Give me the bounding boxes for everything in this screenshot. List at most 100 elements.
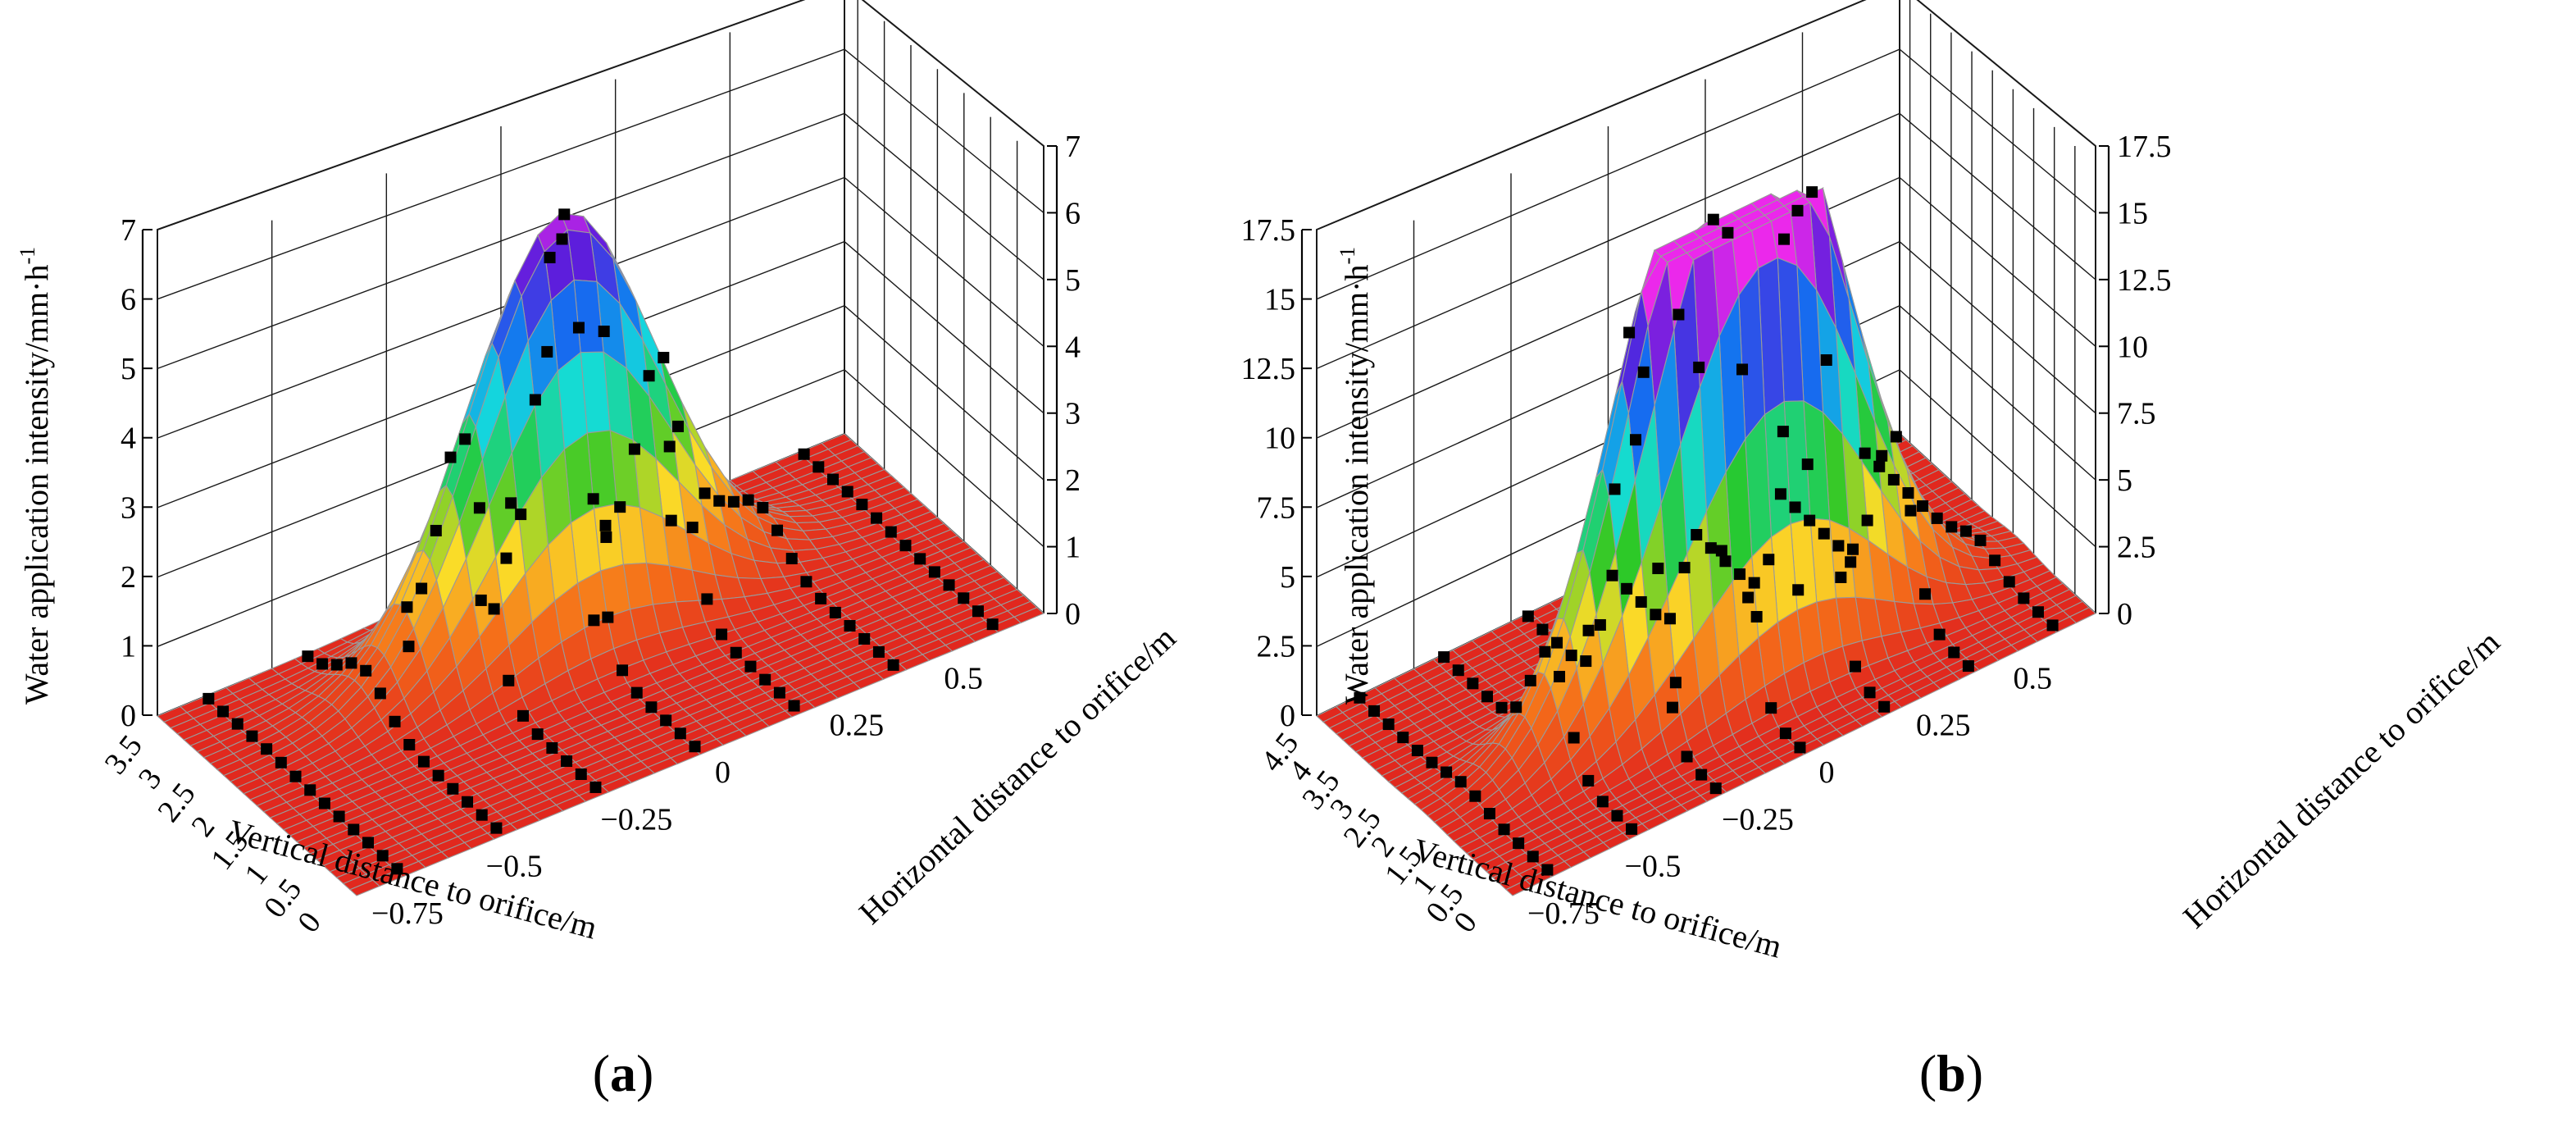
grid-point-marker [1878, 700, 1891, 713]
grid-point-marker [1454, 776, 1467, 788]
measured-point-marker [1630, 434, 1642, 446]
grid-point-marker [827, 473, 840, 486]
grid-point-marker [1750, 610, 1763, 623]
grid-point-marker [2046, 619, 2059, 632]
z-tick-label-left: 7 [121, 213, 136, 248]
grid-point-marker [1621, 582, 1633, 595]
grid-point-marker [645, 701, 658, 714]
grid-point-marker [1791, 204, 1804, 217]
grid-point-marker [1510, 701, 1522, 714]
grid-point-marker [1580, 655, 1592, 668]
grid-point-marker [800, 576, 812, 588]
z-tick-label-left: 5 [121, 352, 136, 386]
grid-point-marker [672, 420, 685, 432]
grid-point-marker [972, 605, 984, 618]
z-tick-label-left: 1 [121, 629, 136, 664]
measured-point-marker [665, 514, 677, 527]
grid-point-marker [686, 522, 699, 534]
grid-point-marker [1919, 588, 1932, 600]
grid-point-marker [1876, 449, 1888, 462]
measured-point-marker [541, 345, 553, 358]
grid-point-marker [1931, 512, 1943, 524]
grid-point-marker [689, 741, 701, 753]
grid-point-marker [1596, 796, 1609, 808]
grid-point-marker [1637, 366, 1650, 378]
grid-point-marker [333, 810, 345, 823]
grid-point-marker [614, 501, 626, 513]
grid-point-marker [376, 850, 389, 862]
x-tick-label: 0.25 [1916, 709, 1971, 743]
grid-point-marker [587, 493, 599, 505]
grid-point-marker [1763, 554, 1775, 566]
grid-point-marker [1524, 674, 1536, 686]
x-tick-label: 0 [715, 755, 730, 790]
grid-point-marker [416, 582, 428, 595]
grid-point-marker [529, 394, 541, 406]
grid-point-marker [1411, 745, 1423, 757]
grid-point-marker [798, 448, 810, 460]
z-tick-label-right: 0 [1065, 597, 1081, 632]
grid-point-marker [1481, 691, 1493, 703]
grid-point-marker [757, 502, 769, 514]
measured-point-marker [1792, 584, 1805, 596]
grid-point-marker [1678, 562, 1691, 574]
grid-point-marker [1933, 628, 1946, 641]
grid-point-marker [785, 553, 798, 565]
grid-point-marker [1948, 646, 1960, 659]
grid-point-marker [1354, 691, 1366, 704]
measured-point-marker [1715, 545, 1727, 557]
grid-point-marker [885, 526, 897, 538]
grid-point-marker [1513, 837, 1525, 850]
z-tick-label-left: 0 [121, 699, 136, 733]
grid-point-marker [1498, 823, 1510, 836]
grid-point-marker [1568, 732, 1580, 744]
grid-point-marker [1652, 563, 1664, 575]
x-tick-label: 0 [1819, 755, 1835, 790]
panel-a-measured-points [203, 208, 999, 875]
grid-point-marker [1693, 361, 1705, 373]
grid-point-marker [742, 494, 754, 506]
grid-point-marker [713, 495, 726, 507]
grid-point-marker [389, 715, 401, 727]
grid-point-marker [1917, 500, 1929, 513]
grid-point-marker [1522, 610, 1534, 623]
grid-point-marker [1495, 701, 1508, 714]
grid-point-marker [1467, 677, 1479, 690]
x-tick-label: 0.25 [830, 709, 885, 743]
x-tick-label: −0.75 [1527, 896, 1600, 931]
grid-point-marker [447, 782, 459, 795]
z-tick-label-right: 6 [1065, 196, 1081, 230]
grid-point-marker [345, 657, 357, 669]
grid-point-marker [1650, 609, 1662, 621]
y-tick-label: 0 [291, 905, 328, 939]
z-axis-title: Water application intensity/mm·h-1 [16, 247, 55, 705]
grid-point-marker [1440, 766, 1453, 778]
panel-b-chart: 0 0 2.5 2.5 5 5 7.5 7.5 10 10 12.5 12.5 15 15 17.5 17.5… [1241, 0, 2507, 1102]
z-tick-label-right: 3 [1065, 397, 1081, 431]
grid-point-marker [617, 664, 629, 677]
grid-point-marker [1691, 529, 1703, 541]
grid-point-marker [815, 592, 827, 604]
grid-point-marker [572, 322, 585, 334]
grid-point-marker [658, 352, 670, 364]
x-tick-label: −0.25 [1722, 802, 1794, 837]
grid-point-marker [1397, 732, 1409, 744]
grid-point-marker [1565, 650, 1577, 662]
x-tick-label: −0.25 [600, 802, 672, 837]
grid-point-marker [2003, 576, 2015, 588]
y-tick-label: 2 [185, 809, 222, 843]
grid-point-marker [727, 495, 740, 508]
grid-point-marker [476, 809, 488, 821]
z-tick-label-right: 2 [1065, 463, 1081, 498]
grid-point-marker [788, 700, 800, 712]
z-tick-label-left: 6 [121, 283, 136, 317]
grid-point-marker [360, 664, 372, 677]
measured-point-marker [1845, 556, 1857, 568]
grid-point-marker [1818, 527, 1830, 540]
grid-point-marker [558, 208, 571, 221]
grid-point-marker [674, 727, 686, 740]
panel-b-surface [1316, 186, 2096, 896]
grid-point-marker [1611, 809, 1623, 822]
grid-point-marker [1541, 864, 1554, 876]
